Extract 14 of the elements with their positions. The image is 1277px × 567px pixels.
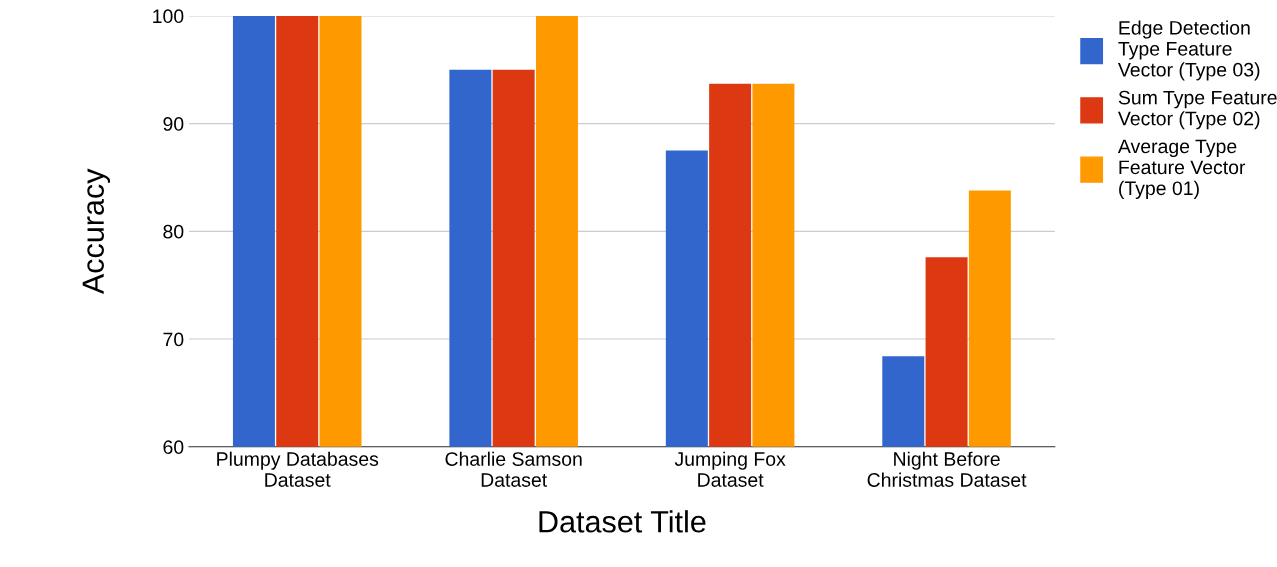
x-tick-label: Jumping Fox Dataset <box>674 451 786 487</box>
x-tick-label: Charlie Samson Dataset <box>445 451 582 487</box>
legend-label: Sum Type Feature Vector (Type 02) <box>1117 90 1277 130</box>
y-tick-label: 80 <box>163 224 184 239</box>
y-tick-label: 90 <box>163 117 184 131</box>
y-tick-label: 100 <box>153 9 184 24</box>
x-tick-label: Plumpy Databases Dataset <box>217 451 379 487</box>
legend-label: Edge Detection Type Feature Vector (Type 03) <box>1117 20 1260 81</box>
y-tick-label: 70 <box>163 332 184 347</box>
legend-label: Average Type Feature Vector (Type 01) <box>1117 139 1246 199</box>
x-tick-label: Night Before Christmas Dataset <box>867 451 1027 487</box>
x-axis-title: Dataset Title <box>539 510 706 533</box>
y-axis-title: Accuracy <box>82 168 111 295</box>
y-tick-label: 60 <box>163 440 184 455</box>
